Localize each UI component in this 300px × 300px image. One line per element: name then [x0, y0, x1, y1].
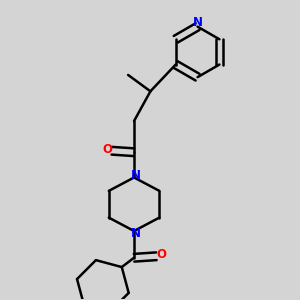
Text: N: N	[130, 227, 141, 240]
Text: N: N	[193, 16, 202, 29]
Text: N: N	[130, 169, 141, 182]
Text: O: O	[156, 248, 166, 261]
Text: O: O	[102, 143, 112, 156]
